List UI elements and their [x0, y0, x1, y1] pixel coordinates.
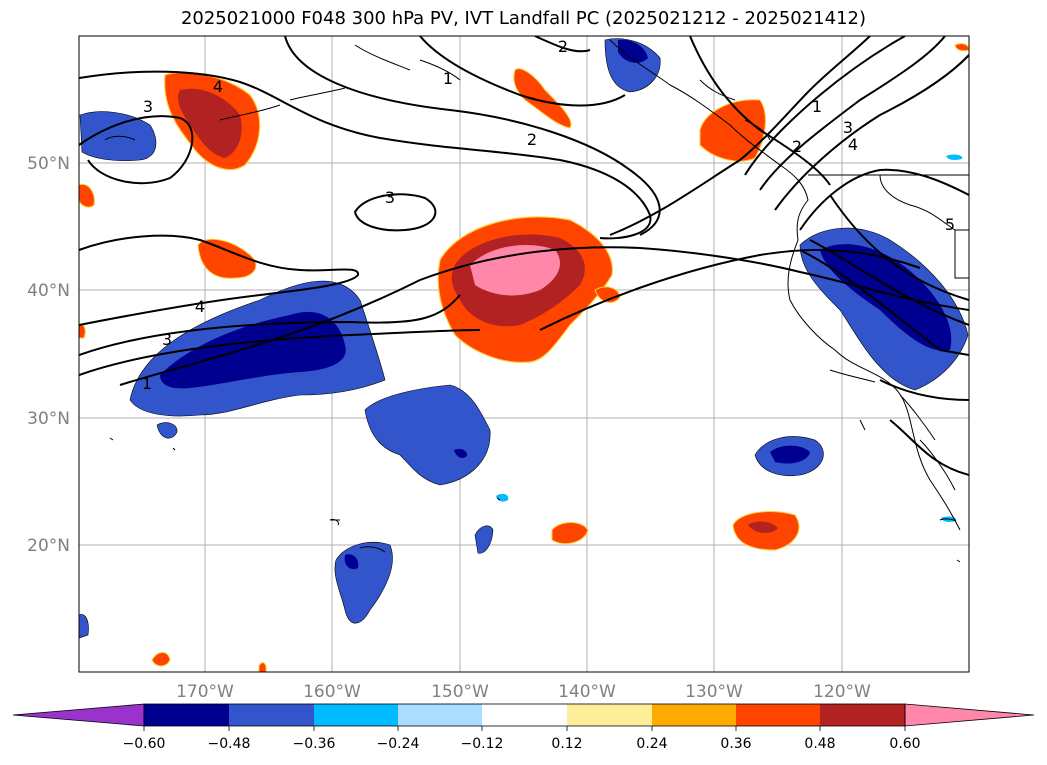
lon-label-150w: 150°W — [431, 682, 489, 702]
colorbar-tick-label: 0.24 — [636, 736, 667, 752]
colorbar-tick-label: −0.48 — [208, 736, 251, 752]
colorbar-bin — [314, 704, 398, 726]
contour-label: 3 — [843, 118, 853, 137]
contour-label: 1 — [443, 69, 453, 88]
lat-label-50n: 50°N — [27, 154, 70, 174]
lon-label-120w: 120°W — [813, 682, 871, 702]
colorbar-tick-label: −0.24 — [377, 736, 420, 752]
colorbar-bin — [482, 704, 567, 726]
colorbar-bin — [820, 704, 905, 726]
lon-label-170w: 170°W — [176, 682, 234, 702]
positive-anomaly-regions — [79, 43, 969, 672]
contour-labels: 3 4 1 2 2 3 4 3 1 1 3 4 2 5 — [142, 37, 955, 393]
longitude-labels: 170°W 160°W 150°W 140°W 130°W 120°W — [176, 682, 871, 702]
colorbar-bin — [144, 704, 229, 726]
lat-label-20n: 20°N — [27, 536, 70, 556]
colorbar-bin — [567, 704, 652, 726]
colorbar-tick-label: 0.60 — [889, 736, 920, 752]
colorbar-bin — [652, 704, 736, 726]
colorbar-extend-low — [12, 703, 145, 727]
colorbar-tick-label: −0.60 — [123, 736, 166, 752]
contour-label: 5 — [945, 215, 955, 234]
latitude-labels: 50°N 40°N 30°N 20°N — [27, 154, 70, 556]
contour-label: 1 — [142, 374, 152, 393]
colorbar: −0.60 −0.48 −0.36 −0.24 −0.12 0.12 0.24 … — [12, 703, 1035, 752]
colorbar-tick-label: −0.36 — [293, 736, 336, 752]
contour-label: 3 — [162, 330, 172, 349]
contour-label: 4 — [213, 77, 223, 96]
lon-label-160w: 160°W — [303, 682, 361, 702]
colorbar-bin — [229, 704, 314, 726]
contour-label: 2 — [527, 130, 537, 149]
lat-label-30n: 30°N — [27, 409, 70, 429]
contour-label: 3 — [385, 188, 395, 207]
contour-label: 4 — [848, 135, 858, 154]
contour-label: 1 — [812, 97, 822, 116]
colorbar-extend-high — [904, 703, 1035, 727]
ivt-contours — [79, 36, 969, 476]
colorbar-tick-label: 0.12 — [551, 736, 582, 752]
coastlines — [104, 39, 969, 563]
lat-label-40n: 40°N — [27, 281, 70, 301]
colorbar-tick-label: 0.48 — [804, 736, 835, 752]
lon-label-140w: 140°W — [558, 682, 616, 702]
map-title: 2025021000 F048 300 hPa PV, IVT Landfall… — [180, 8, 867, 29]
contour-label: 2 — [558, 37, 568, 56]
contour-label: 3 — [143, 97, 153, 116]
colorbar-tick-label: −0.12 — [461, 736, 504, 752]
map-border — [78, 35, 970, 673]
map-content: 3 4 1 2 2 3 4 3 1 1 3 4 2 5 — [79, 36, 969, 672]
contour-label: 2 — [792, 137, 802, 156]
colorbar-tick-label: 0.36 — [720, 736, 751, 752]
colorbar-bin — [398, 704, 482, 726]
colorbar-bin — [736, 704, 820, 726]
contour-label: 4 — [195, 297, 205, 316]
lon-label-130w: 130°W — [685, 682, 743, 702]
